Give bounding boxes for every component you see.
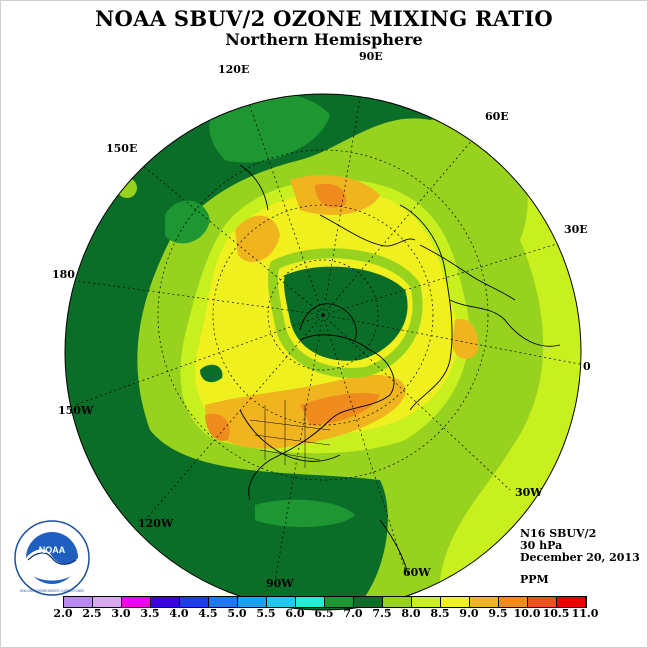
contour-7-5-island — [117, 178, 137, 198]
colorbar-segment — [441, 597, 470, 607]
contour-9-0-east — [452, 319, 479, 360]
colorbar-segment — [412, 597, 441, 607]
contour-9-0-west — [235, 215, 280, 263]
label-lon-120w: 120W — [138, 517, 174, 530]
meridian-150e — [129, 154, 324, 316]
noaa-logo: NOAA NATIONAL OCEANIC AND ATMOSPHERIC AD… — [14, 520, 90, 596]
label-lon-30w: 30W — [515, 486, 543, 499]
colorbar-segment — [122, 597, 151, 607]
contour-7-0-island — [200, 364, 223, 383]
colorbar-segment — [354, 597, 383, 607]
date-label: December 20, 2013 — [520, 551, 640, 564]
contour-9-5-south — [300, 393, 380, 425]
contour-9-5-north — [315, 183, 346, 208]
logo-ring-text: NATIONAL OCEANIC AND ATMOSPHERIC ADMINIS… — [20, 589, 84, 593]
seagull-outline — [27, 552, 77, 565]
coast-north-america — [248, 334, 395, 501]
label-lon-180: 180 — [52, 268, 75, 281]
colorbar-tick-label: 5.5 — [256, 607, 276, 620]
colorbar-segment — [267, 597, 296, 607]
label-lon-90w: 90W — [266, 577, 294, 590]
label-lon-90e: 90E — [359, 50, 383, 63]
label-lon-120e: 120E — [218, 63, 250, 76]
contour-7-0-band — [65, 94, 462, 610]
colorbar-tick-label: 2.0 — [53, 607, 73, 620]
colorbar-tick-label: 4.5 — [198, 607, 218, 620]
map-title: NOAA SBUV/2 OZONE MIXING RATIO — [95, 6, 553, 31]
label-lon-60e: 60E — [485, 110, 509, 123]
colorbar-tick-label: 9.0 — [459, 607, 479, 620]
colorbar-tick-label: 5.0 — [227, 607, 247, 620]
coast-eurasia-west — [399, 204, 453, 411]
graticule — [69, 94, 581, 581]
colorbar-segment — [238, 597, 267, 607]
colorbar-tick-label: 9.5 — [488, 607, 508, 620]
coast-asia — [419, 244, 516, 301]
pressure-level-label: 30 hPa — [520, 539, 563, 552]
contour-6-5-north — [209, 94, 330, 163]
meridian-30e — [322, 239, 571, 316]
colorbar-segment — [499, 597, 528, 607]
colorbar-tick-label: 4.0 — [169, 607, 189, 620]
seagull-icon — [26, 549, 78, 581]
meridian-60e — [322, 124, 486, 316]
colorbar-tick-label: 3.0 — [111, 607, 131, 620]
map-border — [64, 93, 582, 611]
colorbar-segment — [180, 597, 209, 607]
label-lon-30e: 30E — [564, 223, 588, 236]
label-lon-60w: 60W — [403, 566, 431, 579]
colorbar-segment — [528, 597, 557, 607]
coast-siberia — [319, 214, 416, 247]
lat-circle-80 — [267, 259, 379, 371]
colorbar-segment — [470, 597, 499, 607]
coast-greenland — [299, 303, 357, 341]
map-subtitle: Northern Hemisphere — [225, 30, 423, 49]
colorbar-segment — [383, 597, 412, 607]
colorbar-tick-label: 2.5 — [82, 607, 102, 620]
lat-circle-70 — [212, 204, 434, 426]
instrument-label: N16 SBUV/2 — [520, 527, 597, 540]
label-lon-0: 0 — [583, 360, 591, 373]
colorbar-tick-label: 7.5 — [372, 607, 392, 620]
colorbar-tick-label: 8.0 — [401, 607, 421, 620]
label-lon-150e: 150E — [106, 142, 138, 155]
coast-europe — [449, 299, 561, 347]
lat-circle-60 — [157, 149, 489, 481]
us-state-lines — [249, 400, 331, 468]
colorbar-segment — [557, 597, 586, 607]
meridian-90e — [322, 94, 366, 316]
contour-6-5-west — [165, 200, 210, 244]
label-lon-150w: 150W — [58, 404, 94, 417]
colorbar-segment — [209, 597, 238, 607]
logo-text: NOAA — [39, 545, 66, 555]
colorbar-segment — [325, 597, 354, 607]
colorbar-segment — [64, 597, 93, 607]
colorbar-tick-label: 11.0 — [571, 607, 599, 620]
colorbar-tick-label: 7.0 — [343, 607, 363, 620]
colorbar-tick-label: 6.0 — [285, 607, 305, 620]
coast-far-east — [239, 164, 269, 211]
contour-7-5-polar-ring — [267, 248, 423, 378]
colorbar-tick-label: 10.0 — [513, 607, 541, 620]
colorbar-tick-label: 8.5 — [430, 607, 450, 620]
contour-9-5-southwest — [205, 413, 230, 441]
colorbar-segment — [296, 597, 325, 607]
meridian-120e — [239, 94, 324, 316]
contour-7-0-polar-low — [283, 266, 408, 361]
colorbar-segment — [93, 597, 122, 607]
colorbar-segment — [151, 597, 180, 607]
colorbar-tick-label: 10.5 — [542, 607, 570, 620]
colorbar-tick-label: 6.5 — [314, 607, 334, 620]
colorbar-tick-label: 3.5 — [140, 607, 160, 620]
meridian-150w — [74, 314, 324, 406]
colorbar — [63, 596, 587, 608]
units-label: PPM — [520, 573, 549, 586]
meridian-120w — [144, 314, 324, 521]
contour-6-5-south — [255, 499, 355, 527]
